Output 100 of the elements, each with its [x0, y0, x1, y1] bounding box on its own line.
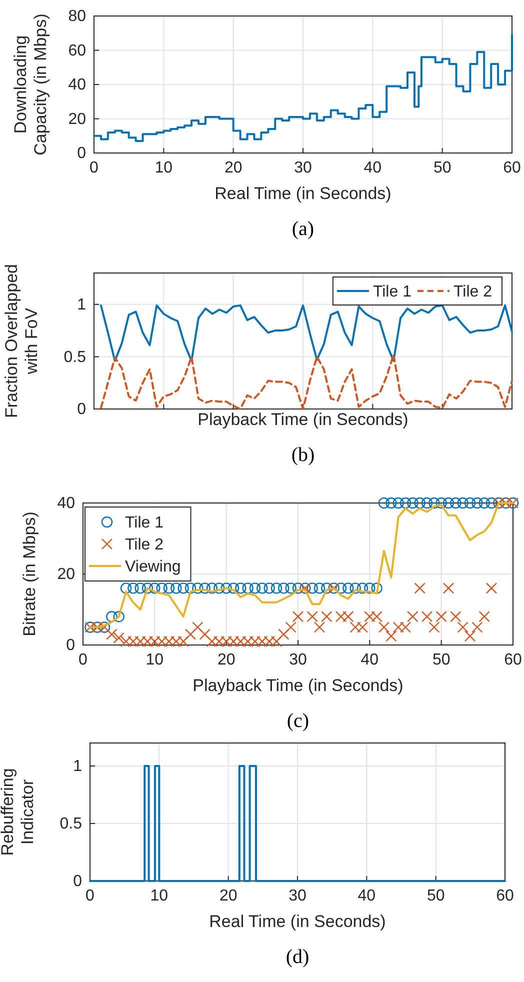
point [270, 582, 282, 594]
point [199, 628, 210, 640]
x-axis-title: Playback Time (in Seconds) [198, 410, 408, 429]
point [106, 628, 118, 640]
point [356, 582, 368, 594]
point [457, 497, 468, 509]
x-tick-label: 60 [496, 887, 514, 904]
x-tick-label: 30 [288, 887, 306, 904]
point [134, 582, 146, 594]
point [428, 497, 440, 509]
point [235, 582, 246, 594]
point [128, 582, 139, 594]
point [306, 582, 318, 594]
point [192, 582, 204, 594]
x-tick-label: 20 [224, 159, 242, 176]
point [285, 582, 296, 594]
point [292, 611, 304, 622]
y-axis-title: Downloading Capacity (in Mbps) [11, 14, 50, 156]
y-axis-title: Rebuffering Indicator [0, 768, 37, 856]
point [478, 497, 490, 509]
point [464, 630, 476, 642]
point [321, 582, 332, 594]
legend-label: Tile 2 [453, 284, 492, 301]
point [378, 622, 390, 633]
legend-label: Tile 1 [125, 514, 164, 532]
y-tick-label: 60 [68, 42, 86, 60]
point [321, 611, 332, 622]
y-tick-label: 20 [57, 566, 76, 584]
point [113, 632, 124, 644]
y-tick-label: 0 [66, 637, 76, 654]
point [371, 582, 382, 594]
x-tick-label: 30 [289, 651, 307, 668]
x-tick-label: 60 [504, 651, 522, 668]
point [386, 497, 397, 509]
point [206, 582, 218, 594]
x-axis-title: Playback Time (in Seconds) [192, 676, 404, 695]
point [407, 497, 418, 509]
x-tick-label: 10 [150, 887, 168, 904]
point [392, 497, 404, 509]
point [170, 582, 182, 594]
x-axis-title: Real Time (in Seconds) [209, 912, 386, 931]
legend-label: Viewing [125, 558, 181, 576]
x-tick-label: 30 [294, 159, 312, 176]
point [414, 497, 426, 509]
point [192, 622, 204, 633]
y-tick-label: 0 [77, 401, 86, 418]
point [120, 582, 132, 594]
point [178, 582, 189, 594]
x-tick-label: 0 [90, 159, 99, 176]
x-tick-label: 20 [219, 887, 238, 904]
point [472, 497, 483, 509]
point [184, 628, 196, 640]
legend-label: Tile 2 [125, 536, 164, 554]
point [472, 622, 483, 633]
point [149, 582, 160, 594]
y-tick-label: 40 [68, 76, 86, 94]
x-tick-label: 40 [364, 159, 382, 176]
x-tick-label: 60 [503, 159, 521, 176]
text: (d) [286, 946, 310, 968]
y-axis-title: Fraction Overlapped with FoV [2, 264, 41, 418]
point [142, 582, 154, 594]
y-tick-label: 40 [57, 495, 76, 512]
y-tick-label: 1 [73, 758, 82, 776]
point [184, 582, 196, 594]
point [256, 582, 268, 594]
point [486, 497, 498, 509]
y-axis-title: Bitrate (in Mbps) [20, 512, 39, 636]
point [278, 628, 290, 640]
point [342, 582, 354, 594]
point [350, 582, 361, 594]
y-tick-label: 0.5 [60, 816, 82, 833]
point [442, 497, 454, 509]
point [407, 611, 418, 622]
point [421, 497, 433, 509]
x-tick-label: 10 [146, 651, 164, 668]
x-tick-label: 50 [432, 651, 450, 668]
point [364, 582, 376, 594]
point [314, 622, 326, 633]
x-tick-label: 50 [433, 159, 452, 176]
x-tick-label: 40 [358, 887, 376, 904]
point [242, 582, 254, 594]
x-tick-label: 20 [217, 651, 236, 668]
legend-label: Tile 1 [372, 284, 412, 301]
line-series [100, 304, 513, 362]
y-tick-label: 0 [77, 145, 86, 162]
point [421, 611, 433, 622]
point [436, 611, 447, 622]
text: (a) [292, 218, 314, 240]
y-tick-label: 0.5 [64, 348, 86, 366]
point [486, 582, 498, 594]
point [314, 582, 326, 594]
text: (b) [291, 444, 315, 466]
point [214, 582, 225, 594]
point [278, 582, 290, 594]
point [457, 622, 468, 633]
y-tick-label: 0 [73, 873, 82, 890]
point [199, 582, 210, 594]
point [450, 497, 462, 509]
x-tick-label: 40 [360, 651, 379, 668]
point [106, 611, 118, 622]
